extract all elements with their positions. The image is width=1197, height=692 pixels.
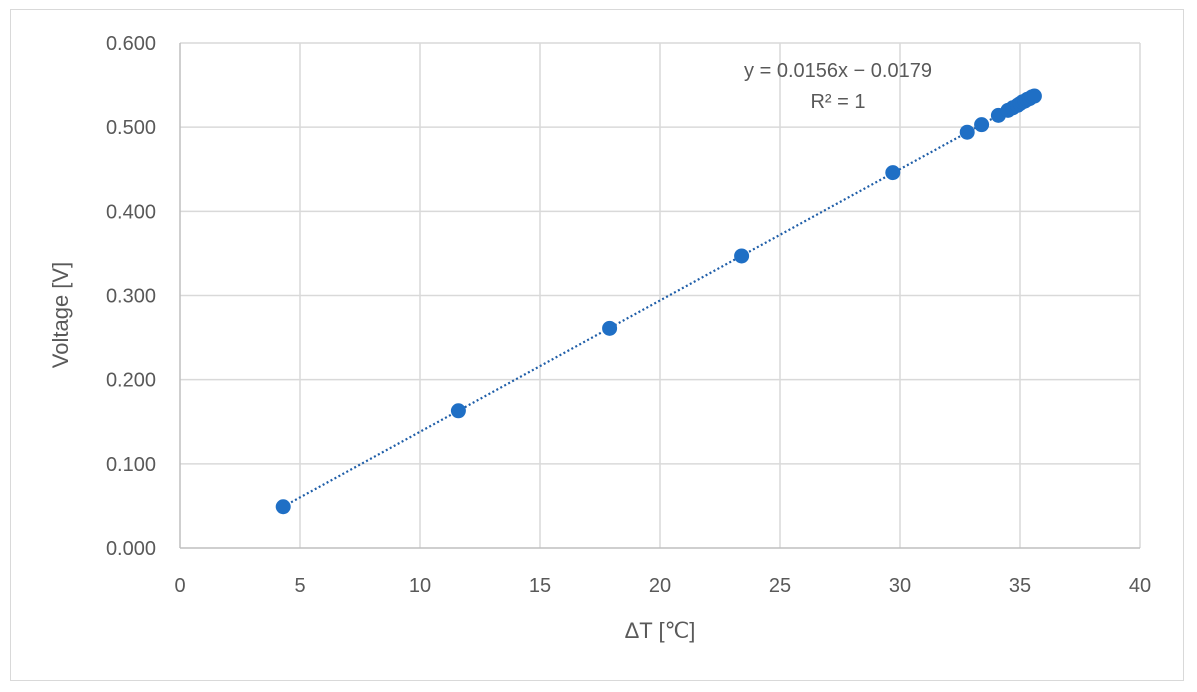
data-point <box>275 499 291 515</box>
x-tick-label: 35 <box>1009 575 1031 597</box>
x-tick-label: 25 <box>769 575 791 597</box>
trendline-equation: y = 0.0156x − 0.0179 <box>744 60 932 82</box>
x-tick-label: 0 <box>174 575 185 597</box>
trendline <box>282 94 1035 508</box>
data-point <box>1026 88 1042 104</box>
data-point <box>885 165 901 181</box>
x-tick-label: 30 <box>889 575 911 597</box>
y-axis-title: Voltage [V] <box>48 262 73 368</box>
data-point <box>450 403 466 419</box>
data-points <box>275 88 1042 515</box>
x-tick-labels: 0 5 10 15 20 25 30 35 40 <box>174 575 1151 597</box>
chart-area <box>10 9 1184 681</box>
x-axis-title: ΔT [℃] <box>625 618 696 643</box>
data-point <box>974 117 990 133</box>
y-tick-label: 0.400 <box>106 201 156 223</box>
y-tick-label: 0.000 <box>106 538 156 560</box>
x-tick-label: 20 <box>649 575 671 597</box>
axes <box>179 43 1140 549</box>
y-tick-label: 0.600 <box>106 33 156 55</box>
y-tick-label: 0.300 <box>106 286 156 308</box>
trendline-line <box>282 94 1035 508</box>
y-tick-label: 0.200 <box>106 370 156 392</box>
gridlines <box>180 42 1141 548</box>
data-point <box>734 248 750 264</box>
y-tick-labels: 0.000 0.100 0.200 0.300 0.400 0.500 0.600 <box>106 33 156 560</box>
x-tick-label: 40 <box>1129 575 1151 597</box>
data-point <box>602 320 618 336</box>
x-tick-label: 5 <box>294 575 305 597</box>
x-tick-label: 15 <box>529 575 551 597</box>
y-tick-label: 0.100 <box>106 454 156 476</box>
y-tick-label: 0.500 <box>106 117 156 139</box>
trendline-r-squared: R² = 1 <box>810 91 865 113</box>
data-point <box>959 124 975 140</box>
x-tick-label: 10 <box>409 575 431 597</box>
